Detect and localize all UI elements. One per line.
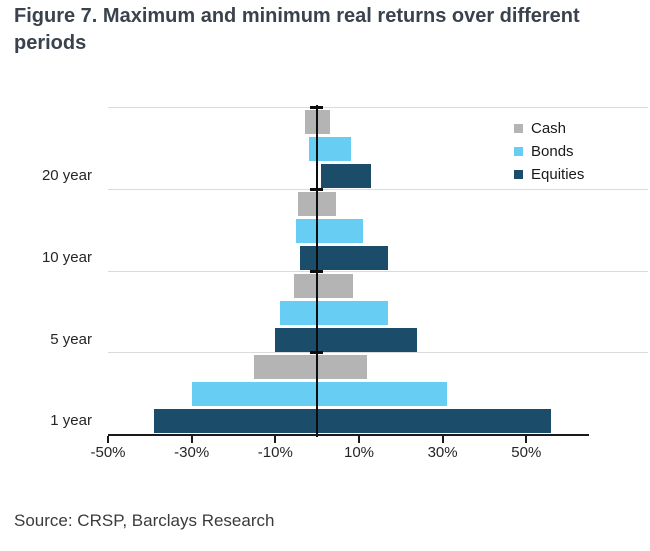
x-axis-tick bbox=[441, 436, 444, 443]
x-axis-tick bbox=[274, 436, 277, 443]
legend-label-equities: Equities bbox=[531, 166, 585, 183]
chart-legend: Cash Bonds Equities bbox=[514, 117, 584, 186]
bar-bonds-1-year bbox=[191, 382, 447, 407]
bar-equities-20-year bbox=[321, 164, 372, 188]
y-category-label-1-year: 1 year bbox=[50, 412, 92, 430]
y-category-label-10-year: 10 year bbox=[41, 248, 92, 266]
x-axis-tick bbox=[525, 436, 528, 443]
plot-gridline bbox=[108, 270, 648, 272]
legend-label-cash: Cash bbox=[531, 120, 567, 137]
x-tick-label: 30% bbox=[427, 444, 458, 461]
legend-label-bonds: Bonds bbox=[531, 143, 574, 160]
chart-plot-area: -50% -30% -10% 10% 30% 50% 20 year 10 year 5 yea… bbox=[41, 105, 648, 461]
figure-title: Figure 7. Maximum and minimum real retur… bbox=[14, 5, 580, 54]
x-tick-label: 50% bbox=[511, 444, 542, 461]
bar-equities-10-year bbox=[300, 245, 389, 270]
y-category-label-5-year: 5 year bbox=[50, 330, 92, 348]
legend-item-equities: Equities bbox=[514, 163, 584, 186]
plot-gridline bbox=[108, 107, 648, 108]
bar-bonds-5-year bbox=[279, 300, 389, 325]
x-tick-label: -10% bbox=[257, 444, 293, 461]
x-axis-tick bbox=[190, 436, 193, 443]
legend-item-bonds: Bonds bbox=[514, 140, 584, 163]
plot-gridline bbox=[108, 352, 648, 354]
x-tick-label: -50% bbox=[90, 444, 126, 461]
x-axis-tick bbox=[358, 436, 360, 443]
zero-line-cap bbox=[310, 187, 324, 191]
x-tick-label: 10% bbox=[343, 444, 375, 461]
zero-line-cap bbox=[310, 269, 324, 273]
source-note: Source: CRSP, Barclays Research bbox=[14, 511, 275, 530]
plot-gridline bbox=[108, 188, 648, 190]
legend-swatch-equities-icon bbox=[514, 170, 523, 179]
zero-line-cap bbox=[310, 106, 324, 109]
x-tick-label: -30% bbox=[174, 444, 210, 461]
legend-swatch-bonds-icon bbox=[514, 147, 523, 156]
y-category-label-20-year: 20 year bbox=[41, 167, 92, 184]
legend-swatch-cash-icon bbox=[514, 124, 523, 133]
x-axis-line bbox=[108, 434, 589, 436]
bar-cash-5-year bbox=[294, 273, 353, 298]
x-axis-tick bbox=[107, 436, 109, 443]
bar-equities-1-year bbox=[154, 409, 552, 434]
bar-bonds-20-year bbox=[308, 137, 351, 161]
legend-item-cash: Cash bbox=[514, 117, 584, 140]
bar-cash-1-year bbox=[254, 355, 368, 380]
bar-bonds-10-year bbox=[296, 218, 364, 243]
bar-equities-5-year bbox=[275, 327, 418, 352]
zero-line-cap bbox=[310, 351, 324, 355]
